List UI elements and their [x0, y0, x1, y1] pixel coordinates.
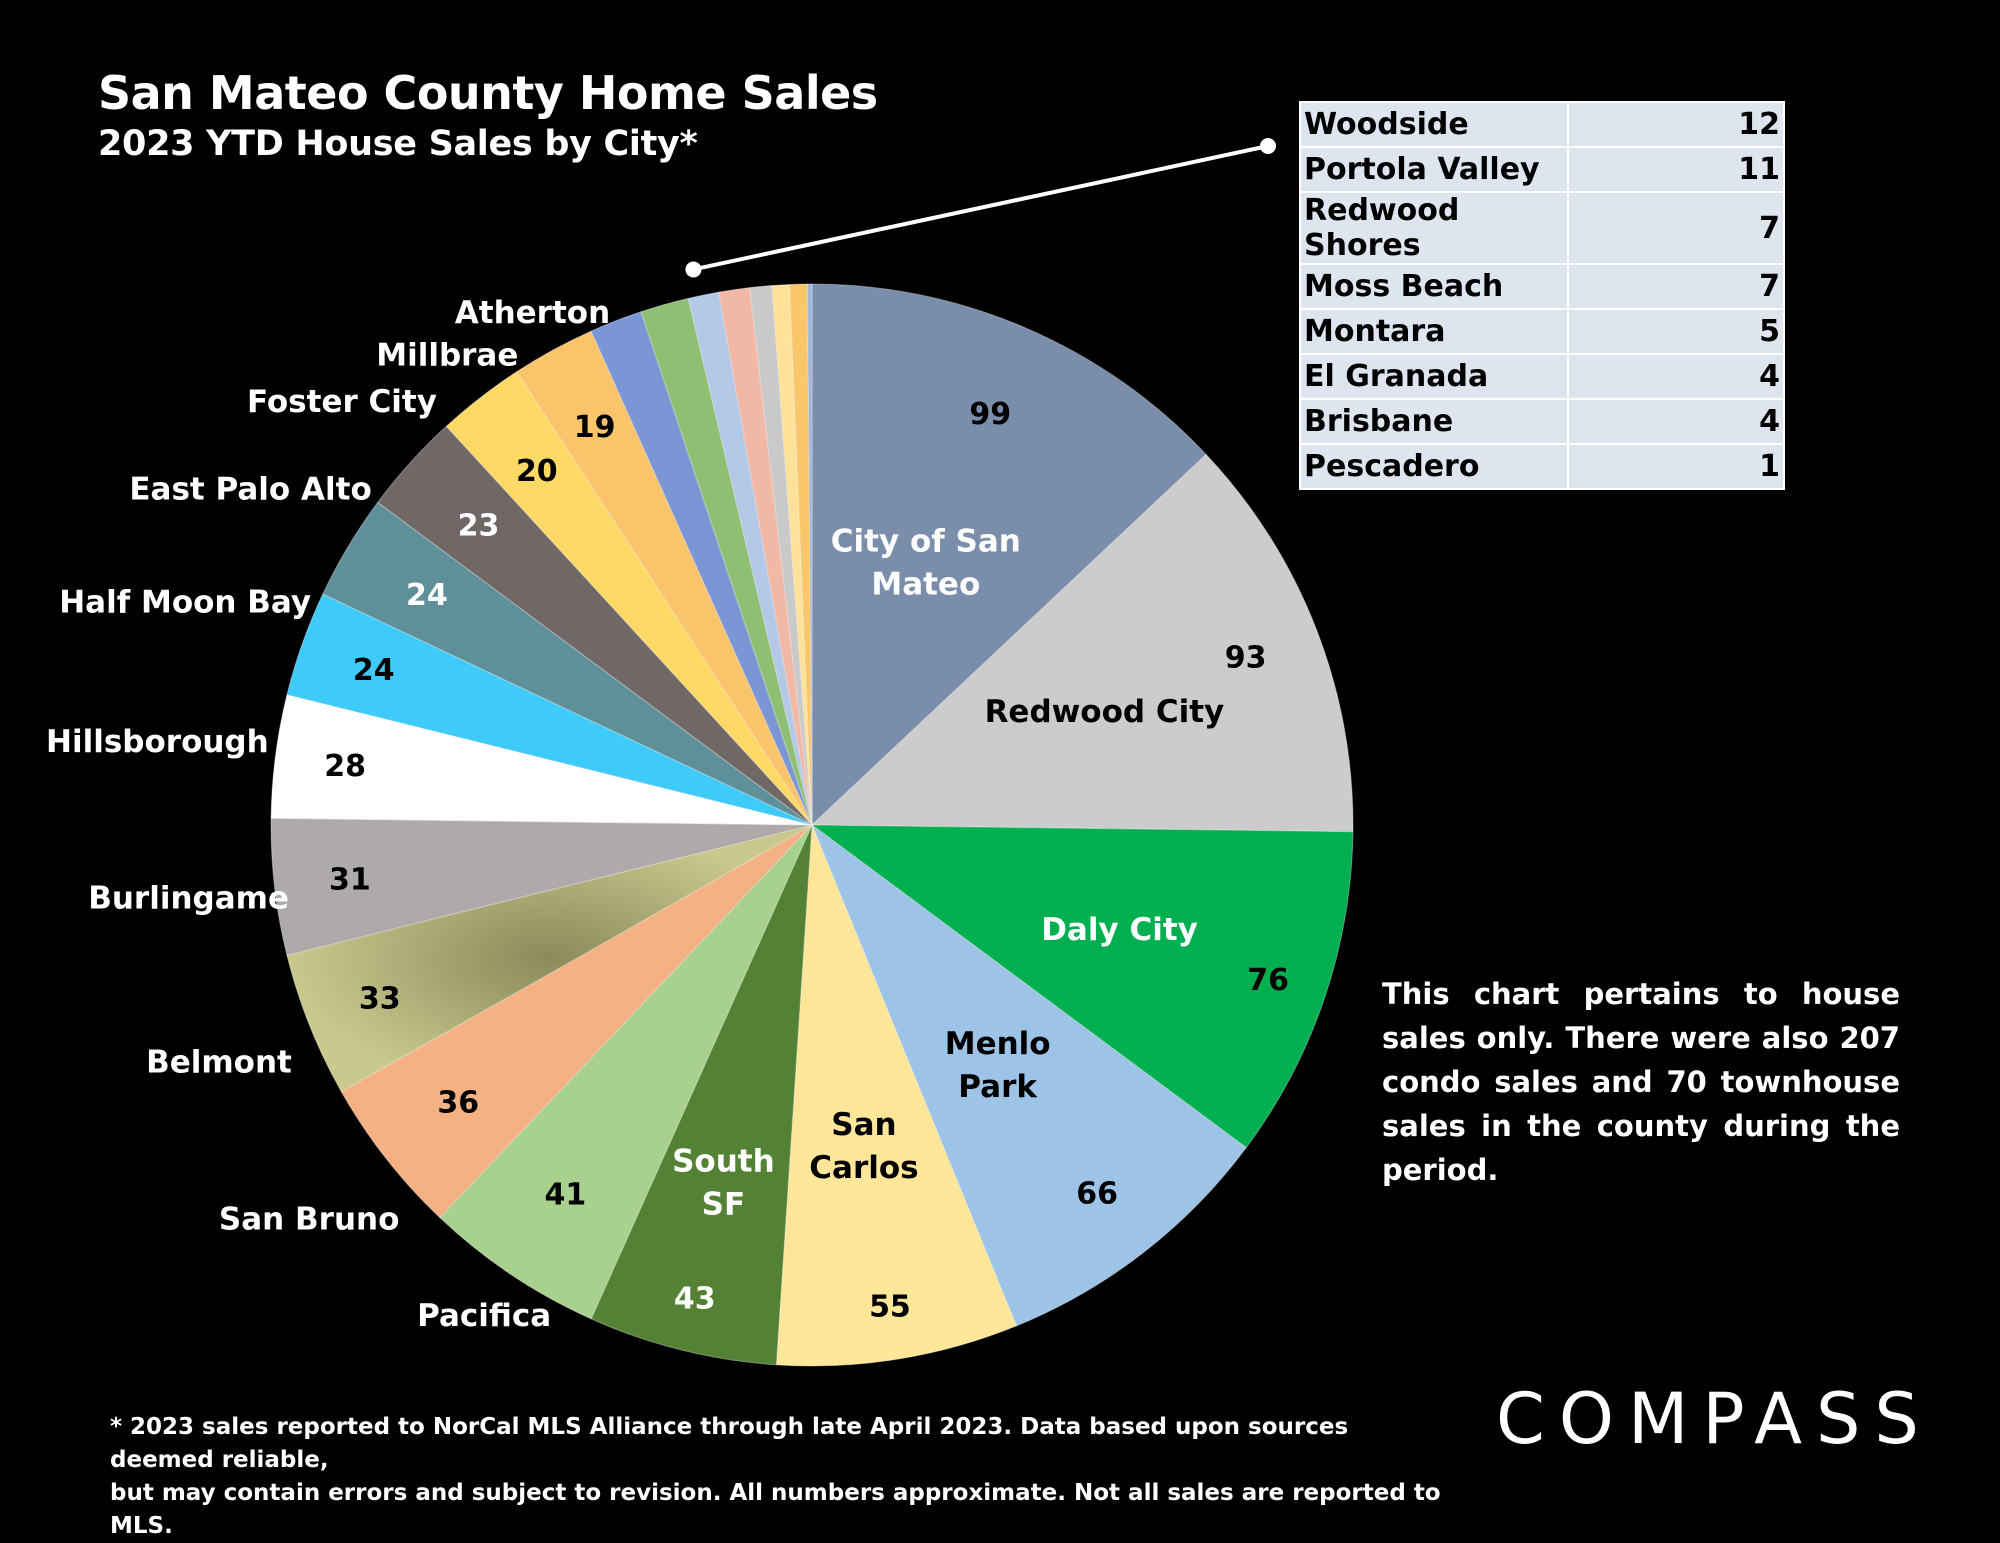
- small-slices-callout: [685, 138, 1276, 278]
- callout-dot-start: [685, 261, 702, 278]
- value-label-san-carlos: 55: [869, 1290, 911, 1325]
- value-label-foster-city: 23: [458, 508, 500, 543]
- table-cell-city: Redwood Shores: [1299, 191, 1569, 265]
- table-row: Pescadero 1: [1299, 443, 1785, 490]
- table-row: Woodside 12: [1299, 101, 1785, 148]
- value-label-redwood-city: 93: [1225, 640, 1267, 675]
- chart-title: San Mateo County Home Sales: [98, 66, 878, 120]
- table-cell-value: 12: [1567, 101, 1785, 148]
- table-cell-city: Montara: [1299, 308, 1569, 355]
- name-label-san-bruno: San Bruno: [219, 1201, 399, 1237]
- value-label-san-bruno: 36: [437, 1086, 479, 1121]
- table-row: Portola Valley 11: [1299, 146, 1785, 193]
- table-cell-value: 4: [1567, 398, 1785, 445]
- value-label-city-of-san-mateo: 99: [969, 397, 1011, 432]
- value-label-half-moon-bay: 24: [353, 653, 395, 688]
- pie-slice-redwood-city: [810, 453, 1354, 833]
- table-row: El Granada 4: [1299, 353, 1785, 400]
- pie-slice-moss-beach: [718, 287, 813, 826]
- pie-slice-belmont: [286, 824, 813, 1093]
- value-label-east-palo-alto: 24: [406, 578, 448, 613]
- name-label-san-carlos: San Carlos: [809, 1107, 918, 1186]
- pie-slice-half-moon-bay: [286, 593, 813, 826]
- footnote-line-2: but may contain errors and subject to re…: [110, 1480, 1441, 1539]
- name-label-atherton: Atherton: [455, 295, 610, 331]
- table-cell-city: Pescadero: [1299, 443, 1569, 490]
- small-slices-table: Woodside 12 Portola Valley 11 Redwood Shores…: [1299, 101, 1785, 490]
- pie-slice-montara: [749, 284, 813, 826]
- pie-slice-el-granada: [771, 283, 813, 826]
- value-label-belmont: 33: [359, 981, 401, 1016]
- value-label-south-sf: 43: [674, 1282, 716, 1317]
- name-label-east-palo-alto: East Palo Alto: [129, 471, 371, 507]
- pie-slice-portola-valley: [640, 297, 813, 826]
- pie-name-labels: City of San Mateo Redwood City Daly City Men…: [46, 295, 1224, 1334]
- value-label-menlo-park: 66: [1076, 1177, 1118, 1212]
- value-label-atherton: 19: [574, 410, 616, 445]
- pie-slice-foster-city: [377, 425, 813, 826]
- pie-slice-city-of-san-mateo: [811, 283, 1207, 827]
- table-row: Brisbane 4: [1299, 398, 1785, 445]
- value-label-pacifica: 41: [544, 1178, 586, 1213]
- pie-slice-woodside: [590, 311, 813, 826]
- table-cell-city: Brisbane: [1299, 398, 1569, 445]
- table-cell-value: 11: [1567, 146, 1785, 193]
- pie-slice-pescadero: [807, 283, 813, 826]
- pie-slice-millbrae: [445, 370, 813, 826]
- pie-slice-brisbane: [789, 283, 813, 826]
- footnote: * 2023 sales reported to NorCal MLS Alli…: [110, 1411, 1450, 1543]
- name-label-city-of-san-mateo: City of San Mateo: [831, 523, 1021, 602]
- pie-slice-menlo-park: [810, 823, 1247, 1327]
- name-label-hillsborough: Hillsborough: [46, 724, 269, 760]
- name-label-millbrae: Millbrae: [376, 338, 518, 374]
- table-cell-city: Moss Beach: [1299, 263, 1569, 310]
- pie-slice-hillsborough: [270, 694, 813, 826]
- table-row: Moss Beach 7: [1299, 263, 1785, 310]
- pie-slice-san-bruno: [340, 824, 813, 1219]
- table-cell-value: 7: [1567, 191, 1785, 265]
- pie-slice-east-palo-alto: [322, 501, 813, 826]
- pie-slice-redwood-shores: [687, 291, 813, 826]
- name-label-daly-city: Daly City: [1041, 912, 1198, 948]
- house-sales-note: This chart pertains to house sales only.…: [1382, 977, 1900, 1187]
- pie-chart: 99 93 76 66 55 43 41 36 33 31 28 24 24 23 20 19 City of…: [46, 138, 1354, 1367]
- pie-slice-atherton: [516, 330, 813, 826]
- footnote-line-1: * 2023 sales reported to NorCal MLS Alli…: [110, 1414, 1349, 1473]
- callout-line: [693, 144, 1269, 272]
- value-label-burlingame: 31: [329, 863, 371, 898]
- table-cell-value: 7: [1567, 263, 1785, 310]
- pie-slice-pacifica: [439, 824, 813, 1320]
- pie-slices: [270, 283, 1354, 1367]
- value-label-millbrae: 20: [516, 454, 558, 489]
- name-label-south-sf: South SF: [672, 1144, 775, 1223]
- table-cell-value: 5: [1567, 308, 1785, 355]
- pie-slice-san-carlos: [775, 824, 1018, 1367]
- pie-value-labels: 99 93 76 66 55 43 41 36 33 31 28 24 24 23 20 19: [324, 397, 1289, 1325]
- value-label-hillsborough: 28: [324, 749, 366, 784]
- pie-slice-south-sf: [590, 824, 813, 1366]
- pie-slice-burlingame: [270, 817, 813, 956]
- table-cell-city: Woodside: [1299, 101, 1569, 148]
- name-label-pacifica: Pacifica: [417, 1298, 551, 1334]
- value-label-daly-city: 76: [1247, 963, 1289, 998]
- name-label-menlo-park: Menlo Park: [945, 1026, 1051, 1105]
- table-cell-value: 4: [1567, 353, 1785, 400]
- name-label-belmont: Belmont: [146, 1044, 292, 1080]
- table-cell-city: El Granada: [1299, 353, 1569, 400]
- table-row: Montara 5: [1299, 308, 1785, 355]
- table-cell-city: Portola Valley: [1299, 146, 1569, 193]
- pie-slice-daly-city: [810, 824, 1354, 1149]
- table-row: Redwood Shores 7: [1299, 191, 1785, 265]
- callout-dot-end: [1260, 138, 1276, 154]
- name-label-foster-city: Foster City: [247, 384, 437, 420]
- name-label-burlingame: Burlingame: [88, 880, 289, 916]
- compass-logo: COMPASS: [1496, 1378, 1933, 1460]
- name-label-half-moon-bay: Half Moon Bay: [59, 585, 311, 621]
- table-cell-value: 1: [1567, 443, 1785, 490]
- name-label-redwood-city: Redwood City: [985, 694, 1225, 730]
- chart-subtitle: 2023 YTD House Sales by City*: [98, 124, 698, 164]
